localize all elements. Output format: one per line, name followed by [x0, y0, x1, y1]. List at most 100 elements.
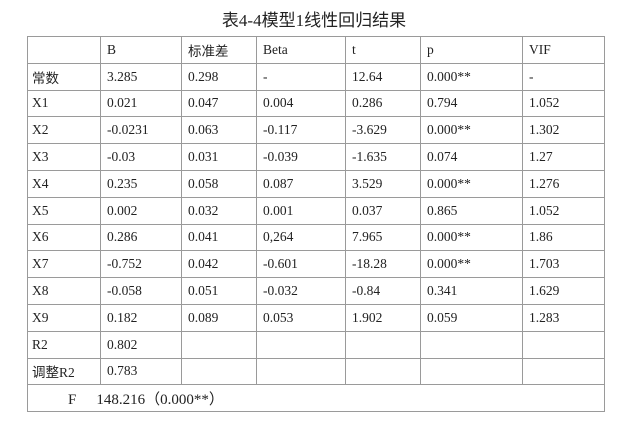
data-cell: 0.341	[420, 277, 523, 305]
row-label: X8	[27, 277, 101, 305]
header-cell: B	[100, 36, 182, 64]
data-cell: -0.032	[256, 277, 346, 305]
data-cell: 1.86	[522, 223, 605, 252]
row-label: X3	[27, 143, 101, 171]
data-cell	[522, 330, 605, 359]
data-cell: 0.000**	[420, 116, 523, 145]
data-cell	[420, 357, 523, 386]
data-row: R2 0.802	[27, 330, 605, 359]
data-cell: 0.041	[181, 223, 257, 252]
data-row: X7 -0.752 0.042 -0.601 -18.28 0.000** 1.703	[27, 250, 605, 279]
row-label: 调整R2	[27, 357, 101, 386]
header-cell	[27, 36, 101, 64]
data-cell: 0.000**	[420, 223, 523, 252]
data-cell: 0.235	[100, 169, 182, 198]
data-cell: 0.002	[100, 196, 182, 225]
data-cell: 0,264	[256, 223, 346, 252]
data-cell: 0.042	[181, 250, 257, 279]
data-row: X2 -0.0231 0.063 -0.117 -3.629 0.000** 1.302	[27, 116, 605, 145]
data-cell: 0.783	[100, 357, 182, 386]
row-label: R2	[27, 330, 101, 359]
regression-table: B 标准差 Beta t p VIF 常数 3.285 0.298-12.64 0.000** - X…	[27, 36, 605, 413]
data-cell: -0.752	[100, 250, 182, 279]
data-cell: 0.001	[256, 196, 346, 225]
data-cell: 0.286	[100, 223, 182, 252]
data-cell: 1.629	[522, 277, 605, 305]
data-cell: 0.089	[181, 303, 257, 332]
table-title: 表4-4模型1线性回归结果	[221, 11, 407, 30]
table-body: B 标准差 Beta t p VIF 常数 3.285 0.298-12.64 0.000** - X…	[27, 36, 605, 413]
data-cell: 0.087	[256, 169, 346, 198]
data-cell	[256, 357, 346, 386]
data-cell: 3.285	[100, 62, 182, 91]
data-cell: 0.063	[181, 116, 257, 145]
row-label: X7	[27, 250, 101, 279]
data-row: X4 0.235 0.058 0.087 3.529 0.000** 1.276	[27, 169, 605, 198]
data-cell: 0.004	[256, 89, 346, 118]
data-row: X3 -0.03 0.031 -0.039 -1.635 0.074 1.27	[27, 143, 605, 171]
data-cell: 0.182	[100, 303, 182, 332]
data-cell: -3.629	[345, 116, 421, 145]
data-cell: 0.802	[100, 330, 182, 359]
header-cell: Beta	[256, 36, 346, 64]
data-cell: 1.052	[522, 196, 605, 225]
data-row: 常数 3.285 0.298-12.64 0.000** -	[27, 62, 605, 91]
data-cell: 0.000**	[420, 250, 523, 279]
footer-cell: F 148.216（0.000**）	[27, 384, 605, 413]
data-cell: 12.64	[345, 62, 421, 91]
data-row: 调整R2 0.783	[27, 357, 605, 386]
data-row: X5 0.002 0.032 0.001 0.037 0.865 1.052	[27, 196, 605, 225]
data-cell: 0.000**	[420, 169, 523, 198]
header-cell: t	[345, 36, 421, 64]
data-cell: -	[522, 62, 605, 91]
data-row: X8 -0.058 0.051 -0.032 -0.84 0.341 1.629	[27, 277, 605, 305]
data-cell: 1.276	[522, 169, 605, 198]
data-cell: -0.117	[256, 116, 346, 145]
data-row: X6 0.286 0.041 0,264 7.965 0.000** 1.86	[27, 223, 605, 252]
row-label: X1	[27, 89, 101, 118]
header-cell: 标准差	[181, 36, 257, 64]
data-cell: -	[256, 62, 346, 91]
data-cell: 0.047	[181, 89, 257, 118]
data-cell: 0.037	[345, 196, 421, 225]
data-cell: -0.058	[100, 277, 182, 305]
data-cell: 1.902	[345, 303, 421, 332]
header-cell: VIF	[522, 36, 605, 64]
data-cell: 0.031	[181, 143, 257, 171]
data-cell: 0.053	[256, 303, 346, 332]
data-cell: 1.27	[522, 143, 605, 171]
data-cell: 1.302	[522, 116, 605, 145]
data-cell: 7.965	[345, 223, 421, 252]
data-cell: 0.051	[181, 277, 257, 305]
data-cell	[420, 330, 523, 359]
row-label: X5	[27, 196, 101, 225]
row-label: X4	[27, 169, 101, 198]
data-cell: 1.283	[522, 303, 605, 332]
data-cell	[181, 330, 257, 359]
data-cell	[522, 357, 605, 386]
data-cell: 0.000**	[420, 62, 523, 91]
data-cell: -18.28	[345, 250, 421, 279]
data-cell: -0.601	[256, 250, 346, 279]
data-cell: 1.052	[522, 89, 605, 118]
data-cell: 0.021	[100, 89, 182, 118]
data-cell: 0.074	[420, 143, 523, 171]
row-label: X6	[27, 223, 101, 252]
data-cell	[345, 330, 421, 359]
footer-label: F	[68, 391, 77, 408]
data-cell: 0.059	[420, 303, 523, 332]
data-cell: 0.298	[181, 62, 257, 91]
data-cell: -0.0231	[100, 116, 182, 145]
data-cell	[256, 330, 346, 359]
header-row: B 标准差 Beta t p VIF	[27, 36, 605, 64]
row-label: X9	[27, 303, 101, 332]
data-cell	[181, 357, 257, 386]
data-cell: 0.058	[181, 169, 257, 198]
footer-value: 148.216（0.000**）	[96, 391, 224, 408]
data-cell: -1.635	[345, 143, 421, 171]
row-label: 常数	[27, 62, 101, 91]
data-cell	[345, 357, 421, 386]
data-cell: 3.529	[345, 169, 421, 198]
